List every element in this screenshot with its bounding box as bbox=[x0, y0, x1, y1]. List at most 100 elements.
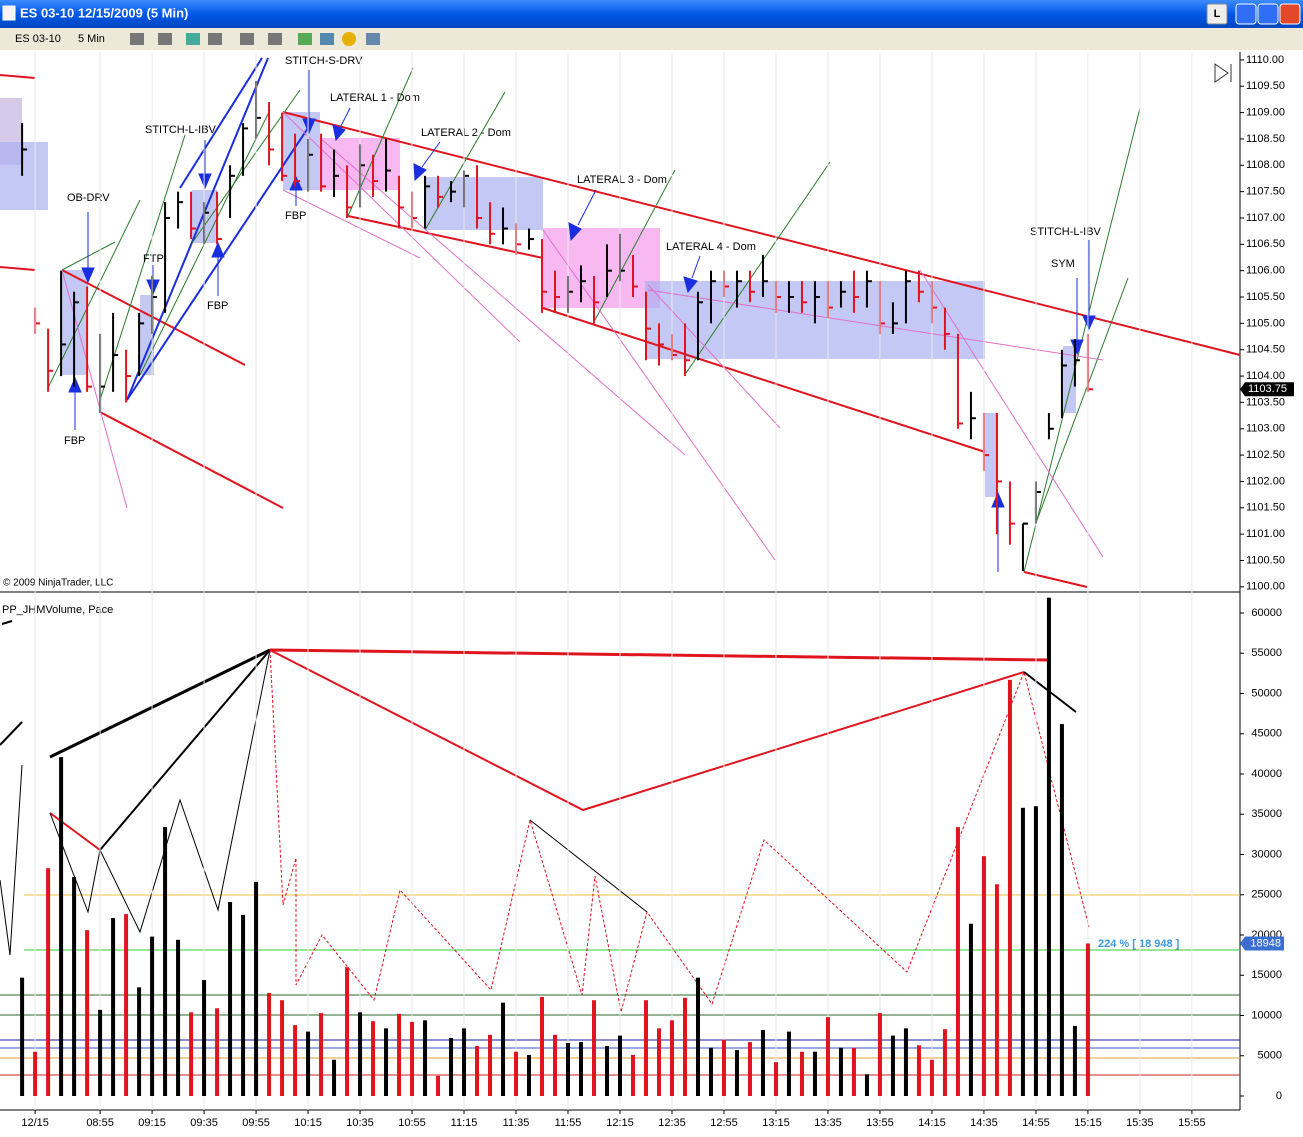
signal-arrow-head bbox=[302, 118, 316, 135]
volume-bar bbox=[306, 1031, 311, 1096]
volume-bar bbox=[436, 1075, 441, 1096]
y-tick-label: 1106.00 bbox=[1246, 265, 1285, 277]
last-volume-marker bbox=[1240, 936, 1284, 951]
volume-bar bbox=[1033, 806, 1038, 1096]
trend-line bbox=[282, 111, 1241, 356]
swing-line bbox=[529, 819, 648, 913]
volume-bar bbox=[410, 1021, 415, 1096]
annotation: FBP bbox=[64, 435, 85, 447]
volume-bar bbox=[1085, 943, 1090, 1096]
y-tick-label: 35000 bbox=[1251, 808, 1282, 820]
x-tick-label: 15:15 bbox=[1074, 1117, 1102, 1129]
y-tick-label: 1100.00 bbox=[1246, 581, 1285, 593]
x-tick-label: 13:35 bbox=[814, 1117, 842, 1129]
volume-bar bbox=[734, 1050, 739, 1096]
y-tick-label: 55000 bbox=[1251, 647, 1282, 659]
annotation: STITCH-S-DRV bbox=[285, 55, 363, 67]
scroll-end-icon[interactable] bbox=[1214, 63, 1232, 83]
order-icon[interactable] bbox=[342, 32, 356, 46]
y-tick-label: 1107.50 bbox=[1246, 186, 1285, 198]
trend-line bbox=[0, 266, 36, 271]
volume-bar bbox=[540, 996, 545, 1096]
volume-bar bbox=[773, 1062, 778, 1096]
cursor-icon[interactable] bbox=[240, 33, 254, 45]
volume-bar bbox=[682, 997, 687, 1096]
volume-bar bbox=[33, 1051, 38, 1096]
signal-arrow bbox=[339, 107, 351, 129]
signal-arrow-head bbox=[1082, 315, 1096, 331]
bar-type-icon[interactable] bbox=[130, 33, 144, 45]
y-tick-label: 1110.00 bbox=[1246, 54, 1284, 66]
snapshot-icon[interactable] bbox=[268, 33, 282, 45]
link-button[interactable] bbox=[1206, 3, 1228, 25]
volume-bar bbox=[786, 1031, 791, 1096]
y-tick-label: 1104.50 bbox=[1246, 344, 1285, 356]
indicator-title: PP_JHMVolume, Pace bbox=[2, 604, 113, 616]
interval-selector[interactable]: 5 Min bbox=[78, 33, 105, 45]
y-tick-label: 1105.00 bbox=[1246, 317, 1285, 329]
y-tick-label: 1104.00 bbox=[1246, 370, 1285, 382]
volume-bar bbox=[189, 1012, 194, 1096]
volume-bar bbox=[475, 1046, 480, 1096]
title-bar bbox=[0, 0, 1303, 28]
fan-line bbox=[1036, 277, 1129, 521]
volume-bar bbox=[851, 1047, 856, 1096]
instrument-selector[interactable]: ES 03-10 bbox=[15, 33, 61, 45]
x-tick-label: 09:35 bbox=[190, 1117, 218, 1129]
y-tick-label: 1101.00 bbox=[1246, 528, 1285, 540]
volume-bar bbox=[656, 1028, 661, 1096]
volume-bar bbox=[241, 914, 246, 1096]
swing-line bbox=[49, 648, 271, 759]
y-tick-label: 0 bbox=[1276, 1090, 1282, 1102]
toolbar-icons bbox=[130, 32, 380, 46]
indicators-icon[interactable] bbox=[298, 33, 312, 45]
signal-arrow-head bbox=[568, 222, 582, 242]
x-tick-label: 12:55 bbox=[710, 1117, 738, 1129]
last-price-marker bbox=[1240, 382, 1294, 397]
fan-line bbox=[47, 199, 141, 389]
volume-bar bbox=[747, 1042, 752, 1096]
x-tick-label: 10:35 bbox=[346, 1117, 374, 1129]
volume-bar bbox=[98, 1009, 103, 1096]
x-tick-label: 11:55 bbox=[555, 1117, 582, 1129]
y-tick-label: 10000 bbox=[1251, 1009, 1282, 1021]
x-tick-label: 11:35 bbox=[503, 1117, 530, 1129]
volume-bar bbox=[721, 1039, 726, 1096]
fan-line bbox=[685, 161, 831, 374]
volume-bar bbox=[514, 1051, 519, 1096]
volume-bar bbox=[1046, 597, 1051, 1096]
trend-line bbox=[1023, 571, 1088, 588]
trend-line bbox=[179, 57, 263, 189]
strategies-icon[interactable] bbox=[320, 33, 334, 45]
zone bbox=[283, 112, 320, 190]
zoom-out-icon[interactable] bbox=[208, 33, 222, 45]
close-button[interactable] bbox=[1279, 3, 1301, 25]
fan-line bbox=[61, 269, 128, 509]
signal-arrow-head bbox=[683, 276, 698, 294]
volume-bar bbox=[968, 923, 973, 1096]
volume-bar bbox=[423, 1020, 428, 1096]
volume-bar bbox=[85, 930, 90, 1096]
minimize-button[interactable] bbox=[1235, 3, 1257, 25]
volume-bar bbox=[137, 987, 142, 1096]
draw-icon[interactable] bbox=[158, 33, 172, 45]
volume-bar bbox=[345, 967, 350, 1096]
y-tick-label: 1106.50 bbox=[1246, 238, 1285, 250]
volume-bar bbox=[176, 939, 181, 1096]
link-button-label[interactable]: L bbox=[1214, 8, 1221, 20]
volume-bar bbox=[669, 1020, 674, 1096]
swing-line bbox=[99, 649, 271, 851]
volume-bar bbox=[929, 1059, 934, 1096]
x-tick-label: 09:15 bbox=[138, 1117, 166, 1129]
x-tick-label: 15:55 bbox=[1178, 1117, 1206, 1129]
properties-icon[interactable] bbox=[366, 33, 380, 45]
maximize-button[interactable] bbox=[1257, 3, 1279, 25]
signal-arrow-head bbox=[211, 241, 225, 258]
volume-bar bbox=[332, 1059, 337, 1096]
window-title: ES 03-10 12/15/2009 (5 Min) bbox=[20, 5, 188, 20]
volume-bar bbox=[319, 1013, 324, 1096]
volume-bar bbox=[890, 1035, 895, 1096]
volume-bar bbox=[630, 1054, 635, 1096]
zoom-in-icon[interactable] bbox=[186, 33, 200, 45]
pace-annotation: 224 % [ 18 948 ] bbox=[1098, 938, 1180, 950]
